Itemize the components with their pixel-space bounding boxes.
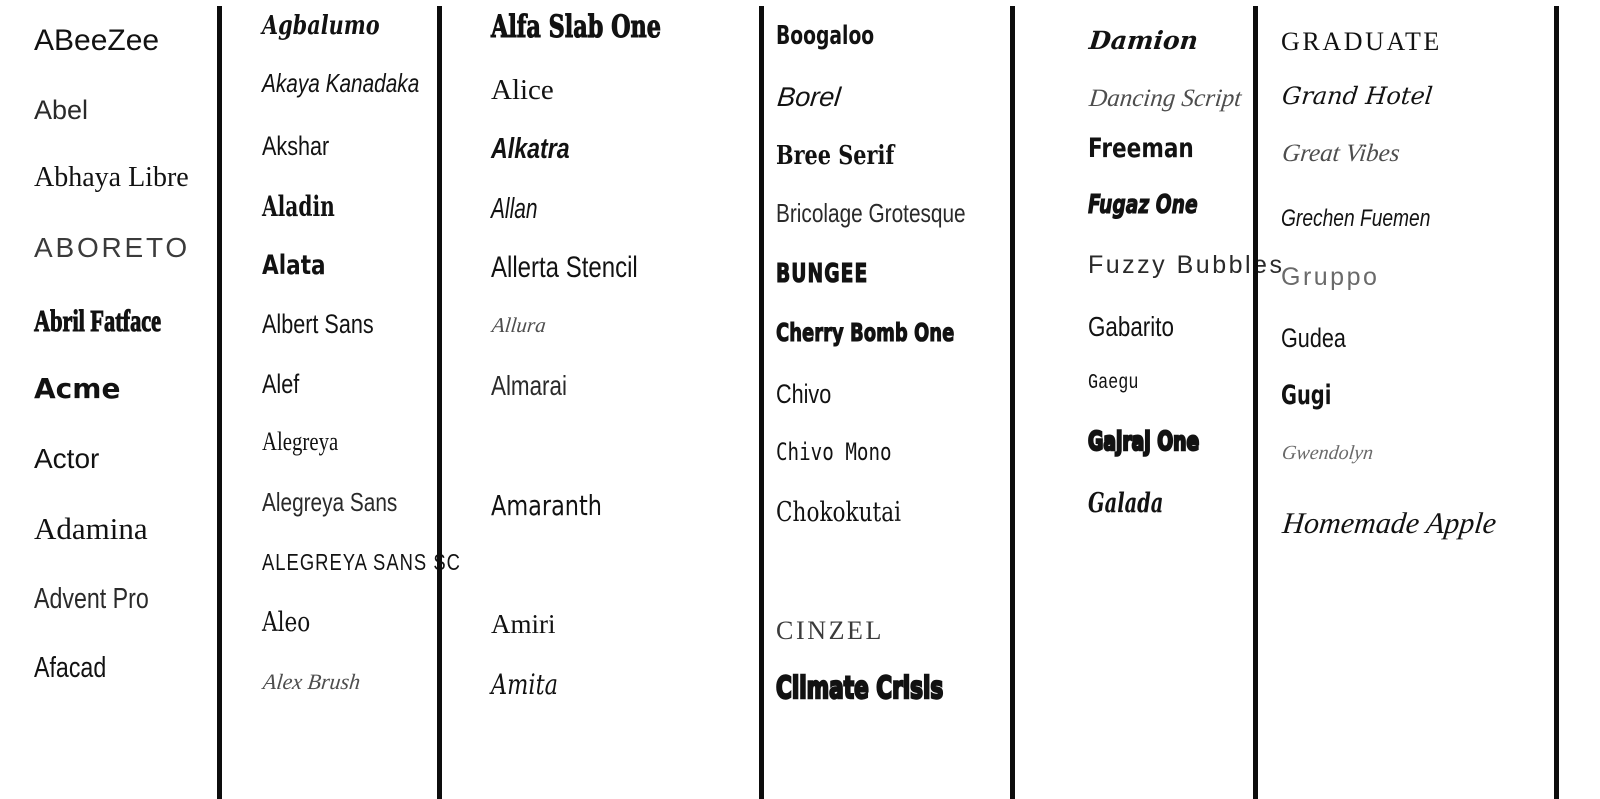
- font-sample[interactable]: Afacad: [34, 652, 107, 684]
- column-divider-6: [1554, 6, 1559, 799]
- column-divider-4: [1010, 6, 1015, 799]
- font-sample[interactable]: Allerta Stencil: [491, 251, 638, 284]
- font-sample[interactable]: Aleo: [262, 607, 311, 638]
- font-sample[interactable]: Climate Crisis: [775, 671, 944, 706]
- font-sample[interactable]: Amiri: [491, 609, 556, 639]
- font-sample[interactable]: Almarai: [491, 370, 567, 401]
- font-sample[interactable]: Allura: [490, 313, 548, 337]
- font-column-2: Agbalumo Akaya Kanadaka Akshar Aladin Al…: [261, 0, 460, 799]
- font-sample[interactable]: Grand Hotel: [1280, 82, 1435, 110]
- font-sample[interactable]: Gabarito: [1088, 311, 1174, 342]
- font-column-6: GRADUATE Grand Hotel Great Vibes Grechen…: [1281, 0, 1541, 799]
- font-sample[interactable]: Actor: [34, 443, 100, 474]
- font-sample[interactable]: Borel: [775, 82, 843, 112]
- font-sample[interactable]: Agbalumo: [262, 11, 380, 41]
- font-sample[interactable]: Damion: [1087, 26, 1200, 55]
- column-divider-5: [1253, 6, 1258, 799]
- font-sample[interactable]: BUNGEE: [776, 259, 869, 289]
- column-divider-3: [759, 6, 764, 799]
- font-sample[interactable]: Gwendolyn: [1280, 442, 1375, 464]
- column-divider-2: [437, 6, 442, 799]
- font-sample[interactable]: Alef: [262, 369, 300, 399]
- font-sample[interactable]: Gajraj One: [1087, 427, 1200, 457]
- font-column-4: Boogaloo Borel Bree Serif Bricolage Grot…: [775, 0, 1026, 799]
- font-sample[interactable]: Akaya Kanadaka: [262, 68, 420, 98]
- font-sample[interactable]: Abril Fatface: [34, 303, 162, 338]
- font-sample[interactable]: Alex Brush: [261, 669, 362, 694]
- font-sample[interactable]: Alegreya Sans: [262, 487, 398, 517]
- font-sample[interactable]: Alice: [491, 74, 554, 106]
- font-sample[interactable]: Boogaloo: [776, 21, 875, 51]
- font-sample[interactable]: Amaranth: [491, 489, 602, 522]
- font-sample[interactable]: Alegreya: [262, 427, 339, 456]
- font-sample[interactable]: ABORETO: [34, 232, 191, 263]
- font-sample[interactable]: Gaegu: [1088, 372, 1139, 395]
- font-sample[interactable]: Homemade Apple: [1280, 507, 1498, 540]
- font-sample[interactable]: Abel: [34, 95, 89, 125]
- font-column-5: Damion Dancing Script Freeman Fugaz One …: [1087, 0, 1288, 799]
- font-sample[interactable]: Chivo: [776, 379, 832, 409]
- font-sample[interactable]: Albert Sans: [262, 309, 374, 339]
- font-sample[interactable]: Gudea: [1281, 323, 1346, 353]
- font-sample[interactable]: Freeman: [1088, 133, 1194, 164]
- font-sample[interactable]: Abhaya Libre: [34, 162, 189, 193]
- font-sample[interactable]: Chokokutai: [776, 497, 902, 528]
- font-sample[interactable]: Alegreya Sans SC: [262, 549, 461, 575]
- font-sample[interactable]: GRADUATE: [1281, 27, 1442, 56]
- font-sample[interactable]: Gugi: [1281, 380, 1332, 411]
- font-sample[interactable]: Adamina: [34, 511, 148, 546]
- font-sample[interactable]: Bree Serif: [776, 141, 895, 171]
- font-sample[interactable]: Dancing Script: [1087, 85, 1243, 112]
- font-sample[interactable]: Chivo Mono: [776, 438, 892, 466]
- font-sample[interactable]: Bricolage Grotesque: [776, 198, 966, 228]
- font-column-1: ABeeZee Abel Abhaya Libre ABORETO Abril …: [34, 0, 214, 799]
- font-sample[interactable]: Great Vibes: [1280, 140, 1402, 167]
- font-sample[interactable]: Alata: [262, 250, 326, 281]
- font-sample[interactable]: Acme: [34, 372, 121, 405]
- font-sample[interactable]: Fugaz One: [1088, 190, 1199, 220]
- font-sample[interactable]: Grechen Fuemen: [1281, 205, 1431, 232]
- font-sample[interactable]: Allan: [491, 193, 538, 225]
- font-sample[interactable]: Galada: [1088, 488, 1164, 519]
- font-sample[interactable]: Fuzzy Bubbles: [1088, 251, 1285, 279]
- font-sample[interactable]: Advent Pro: [34, 583, 149, 615]
- font-column-3: Alfa Slab One Alice Alkatra Allan Allert…: [491, 0, 791, 799]
- font-sample[interactable]: CINZEL: [776, 616, 885, 645]
- font-sample[interactable]: Aladin: [262, 190, 335, 223]
- font-sample[interactable]: Amita: [491, 668, 558, 701]
- font-sample[interactable]: ABeeZee: [34, 24, 160, 57]
- font-sample[interactable]: Akshar: [262, 131, 330, 161]
- font-sample[interactable]: Cherry Bomb One: [776, 318, 955, 347]
- font-sample[interactable]: Alfa Slab One: [491, 9, 662, 45]
- font-sample[interactable]: Alkatra: [491, 133, 570, 165]
- font-sample[interactable]: Gruppo: [1281, 263, 1380, 291]
- column-divider-1: [217, 6, 222, 799]
